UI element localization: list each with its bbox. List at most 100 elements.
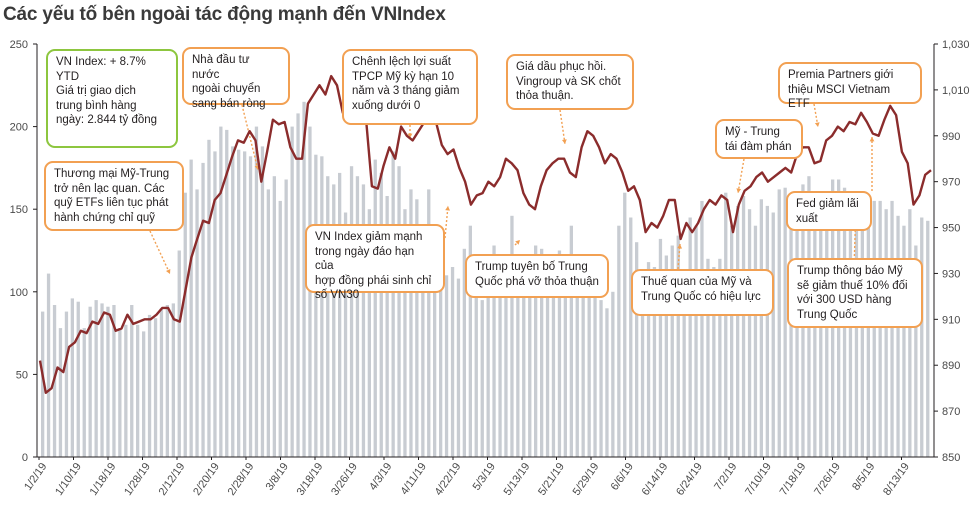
right-tick-label: 890 (942, 360, 960, 372)
volume-bar (46, 273, 51, 457)
volume-bar (379, 172, 383, 457)
volume-bar (278, 200, 282, 457)
volume-bar (926, 220, 930, 457)
right-tick-label: 850 (942, 452, 960, 464)
volume-bar (920, 217, 924, 457)
volume-bar (486, 267, 490, 457)
volume-bar (456, 278, 461, 457)
volume-bar (248, 156, 253, 458)
left-axis-ticks: 0 50 100 150 200 250 (10, 39, 37, 464)
volume-bar (94, 300, 98, 457)
right-tick-label: 910 (942, 314, 960, 326)
volume-bar (652, 267, 657, 457)
x-tick-label: 1/18/19 (88, 461, 119, 498)
volume-bar (195, 189, 199, 457)
volume-bar (563, 267, 567, 457)
volume-bar (480, 300, 484, 457)
annotation-arrow (559, 109, 566, 145)
volume-bar (611, 291, 615, 457)
volume-bar (593, 258, 597, 457)
volume-bar (718, 258, 722, 457)
volume-bar (213, 151, 217, 457)
x-tick-label: 5/13/19 (502, 461, 533, 498)
volume-bar (58, 328, 63, 457)
volume-bar (658, 238, 663, 457)
volume-bar (813, 204, 817, 457)
volume-bar (474, 283, 478, 457)
volume-bar (551, 262, 556, 457)
volume-bar (819, 205, 823, 457)
volume-bar (427, 189, 431, 457)
volume-bar (884, 209, 888, 457)
volume-bar (528, 258, 532, 457)
x-tick-label: 8/13/19 (881, 461, 912, 498)
volume-bar (64, 311, 69, 457)
volume-bar (112, 305, 116, 457)
volume-bar (569, 225, 573, 457)
right-tick-label: 870 (942, 406, 960, 418)
x-tick-label: 5/29/19 (571, 461, 602, 498)
x-tick-label: 6/14/19 (640, 461, 671, 498)
volume-bar (646, 262, 651, 457)
annotation-arrowhead (165, 269, 171, 274)
volume-bar (284, 179, 288, 457)
volume-bar (545, 258, 550, 457)
volume-bar (676, 235, 680, 457)
volume-bar (41, 311, 45, 457)
volume-bar (201, 162, 205, 457)
volume-bar (730, 225, 734, 457)
x-tick-label: 2/20/19 (191, 461, 222, 498)
volume-bar (635, 242, 639, 457)
volume-bar (421, 224, 425, 457)
volume-bar (741, 196, 746, 457)
x-tick-label: 7/2/19 (712, 461, 739, 493)
volume-bar (367, 209, 371, 457)
x-tick-label: 2/12/19 (157, 461, 188, 498)
volume-bar (130, 305, 134, 457)
volume-bar (872, 200, 876, 457)
annotation-arrowhead (814, 122, 820, 127)
volume-bar (231, 146, 235, 457)
annotation-trade-talks-resume: Mỹ - Trung tái đàm phán (715, 119, 803, 159)
volume-bar (724, 192, 728, 457)
vnindex-line (38, 74, 932, 394)
volume-bar (373, 159, 377, 457)
x-tick-label: 5/3/19 (471, 461, 498, 493)
x-tick-label: 2/28/19 (226, 461, 257, 498)
volume-bar (296, 113, 300, 458)
volume-bar (243, 151, 247, 457)
volume-bar (557, 250, 562, 457)
volume-bar (171, 303, 175, 457)
volume-bar (444, 275, 449, 457)
volume-bar (902, 225, 906, 457)
volume-bar (332, 184, 336, 457)
volume-bar (896, 215, 900, 457)
x-tick-label: 4/3/19 (367, 461, 394, 493)
x-axis-ticks: 1/2/19 1/10/19 1/18/19 1/28/19 2/12/19 2/20/1… (22, 457, 912, 498)
volume-bar (225, 129, 229, 457)
volume-bar (385, 196, 389, 457)
volume-bar (88, 306, 92, 457)
annotation-tariffs-effective: Thuế quan của Mỹ và Trung Quốc có hiệu l… (631, 269, 774, 316)
volume-bar (100, 303, 104, 457)
x-tick-label: 4/11/19 (399, 461, 429, 497)
volume-bar (789, 202, 793, 457)
annotation-arrow (149, 230, 171, 275)
volume-bar (777, 189, 781, 457)
volume-bar (266, 189, 270, 457)
annotation-ytd-summary: VN Index: + 8.7% YTD Giá trị giao dịch t… (46, 49, 178, 148)
volume-bar (753, 225, 758, 457)
x-tick-label: 3/8/19 (264, 461, 291, 493)
right-tick-label: 1,030 (942, 39, 970, 51)
volume-bar (860, 212, 864, 457)
volume-bar (854, 205, 859, 457)
x-tick-label: 7/18/19 (778, 461, 809, 498)
volume-bar (136, 324, 140, 457)
volume-bar (581, 278, 585, 457)
x-tick-label: 6/6/19 (609, 461, 636, 493)
volume-bar (759, 199, 763, 458)
volume-bar (355, 176, 360, 457)
annotation-arrowhead (736, 188, 742, 193)
left-tick-label: 100 (10, 287, 28, 299)
volume-bar (106, 306, 110, 457)
